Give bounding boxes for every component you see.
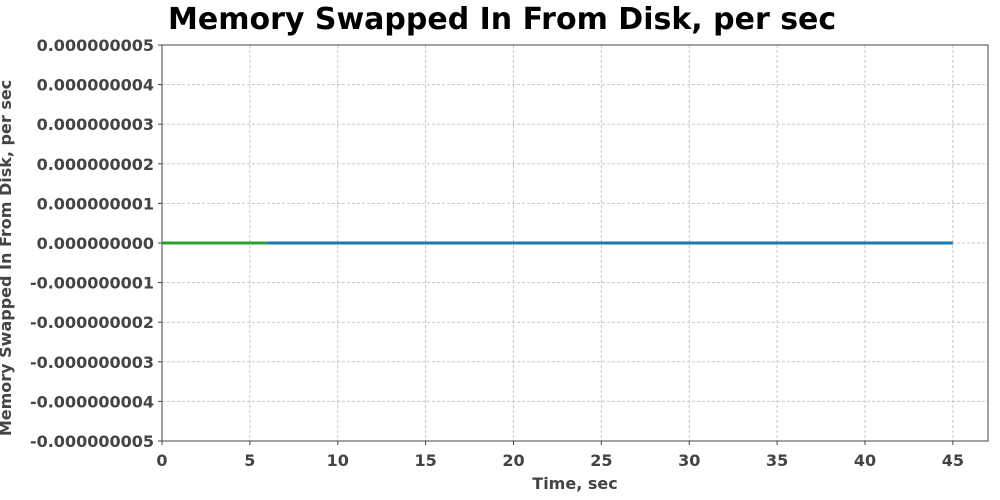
chart-title: Memory Swapped In From Disk, per sec bbox=[168, 2, 836, 37]
y-tick-label: 0.000000003 bbox=[37, 115, 154, 134]
y-tick-label: -0.000000005 bbox=[30, 432, 154, 451]
x-tick-label: 45 bbox=[942, 451, 964, 470]
x-tick-label: 10 bbox=[327, 451, 349, 470]
y-tick-label: 0.000000001 bbox=[37, 194, 154, 213]
y-tick-label: -0.000000003 bbox=[30, 353, 154, 372]
x-tick-label: 35 bbox=[766, 451, 788, 470]
y-tick-label: -0.000000001 bbox=[30, 274, 154, 293]
y-tick-label: -0.000000004 bbox=[30, 392, 154, 411]
x-tick-label: 5 bbox=[244, 451, 255, 470]
x-axis-title: Time, sec bbox=[532, 474, 617, 493]
y-tick-label: 0.000000000 bbox=[37, 234, 154, 253]
x-tick-label: 15 bbox=[414, 451, 436, 470]
y-tick-label: -0.000000002 bbox=[30, 313, 154, 332]
x-tick-label: 30 bbox=[678, 451, 700, 470]
y-axis-title: Memory Swapped In From Disk, per sec bbox=[0, 80, 15, 436]
y-tick-label: 0.000000002 bbox=[37, 155, 154, 174]
y-tick-label: 0.000000004 bbox=[37, 76, 154, 95]
x-tick-label: 0 bbox=[156, 451, 167, 470]
x-axis: 0 5 10 15 20 25 30 35 40 45 bbox=[156, 441, 964, 470]
x-tick-label: 40 bbox=[854, 451, 876, 470]
y-tick-label: 0.000000005 bbox=[37, 36, 154, 55]
x-tick-label: 25 bbox=[590, 451, 612, 470]
y-axis: 0.000000005 0.000000004 0.000000003 0.00000… bbox=[30, 36, 162, 451]
x-tick-label: 20 bbox=[502, 451, 524, 470]
